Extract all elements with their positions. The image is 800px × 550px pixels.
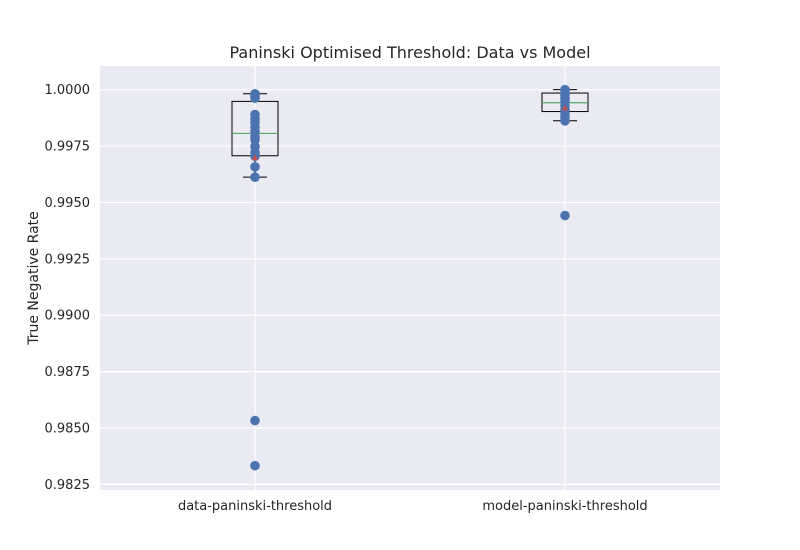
chart-title: Paninski Optimised Threshold: Data vs Mo… — [229, 43, 590, 62]
y-tick-label: 1.0000 — [45, 83, 91, 98]
data-points — [250, 84, 570, 471]
y-tick-label: 0.9850 — [45, 421, 91, 436]
x-tick-label: data-paninski-threshold — [178, 499, 332, 514]
data-point — [250, 415, 260, 426]
grid-lines — [100, 66, 720, 490]
x-tick-label: model-paninski-threshold — [482, 499, 647, 514]
y-tick-label: 0.9950 — [45, 196, 91, 211]
y-axis-label: True Negative Rate — [26, 211, 42, 346]
data-point — [250, 134, 260, 145]
data-point — [250, 172, 260, 182]
mean-marker — [561, 104, 569, 111]
data-point — [250, 93, 260, 104]
y-tick-label: 0.9825 — [45, 478, 91, 493]
data-point — [250, 162, 260, 172]
y-tick-labels: 0.9825 0.9850 0.9875 0.9900 0.9925 0.9950 0.99… — [45, 83, 91, 493]
data-point — [560, 116, 570, 126]
data-point — [560, 210, 570, 221]
x-tick-labels: data-paninski-threshold model-paninski-th… — [178, 499, 648, 514]
y-tick-label: 0.9925 — [45, 252, 91, 267]
plot-area — [100, 66, 720, 490]
y-tick-label: 0.9875 — [45, 365, 91, 380]
y-tick-label: 0.9975 — [45, 140, 91, 155]
y-tick-label: 0.9900 — [45, 309, 91, 324]
mean-marker — [251, 154, 259, 161]
data-point — [250, 460, 260, 471]
